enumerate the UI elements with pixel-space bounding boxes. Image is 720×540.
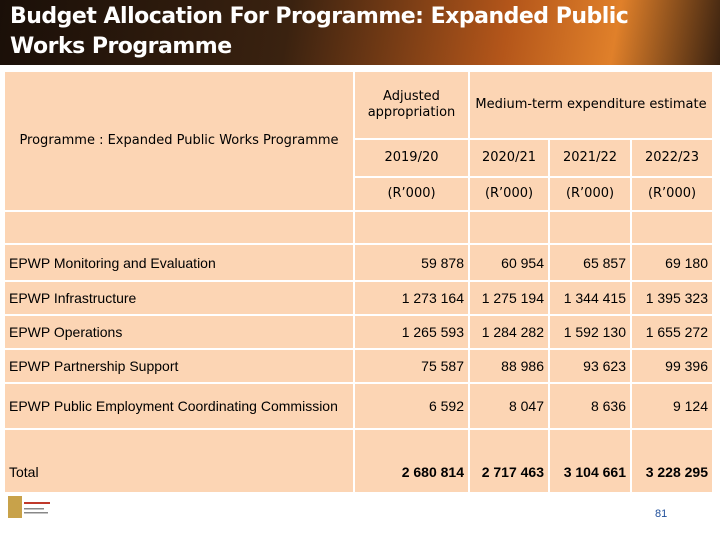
unit-header: (R’000)	[550, 178, 630, 210]
title-bar: Budget Allocation For Programme: Expande…	[0, 0, 720, 65]
value-cell: 75 587	[355, 350, 468, 382]
value-cell: 8 636	[550, 384, 630, 428]
value-cell: 1 655 272	[632, 316, 712, 348]
unit-header: (R’000)	[632, 178, 712, 210]
value-cell: 60 954	[470, 245, 548, 280]
year-header: 2021/22	[550, 140, 630, 176]
year-header: 2022/23	[632, 140, 712, 176]
logo	[8, 496, 50, 518]
stub-header: Programme : Expanded Public Works Progra…	[5, 72, 353, 210]
value-cell: 1 395 323	[632, 282, 712, 314]
unit-header: (R’000)	[470, 178, 548, 210]
value-cell: 3 228 295	[632, 430, 712, 492]
value-cell: 69 180	[632, 245, 712, 280]
spacer	[632, 212, 712, 243]
value-cell: 65 857	[550, 245, 630, 280]
slide-title: Budget Allocation For Programme: Expande…	[10, 4, 629, 59]
row-label: EPWP Monitoring and Evaluation	[5, 245, 353, 280]
unit-header: (R’000)	[355, 178, 468, 210]
value-cell: 59 878	[355, 245, 468, 280]
spacer	[355, 212, 468, 243]
value-cell: 6 592	[355, 384, 468, 428]
value-cell: 1 273 164	[355, 282, 468, 314]
value-cell: 88 986	[470, 350, 548, 382]
row-label: EPWP Public Employment Coordinating Comm…	[5, 384, 353, 428]
page-number: 81	[655, 508, 668, 520]
value-cell: 3 104 661	[550, 430, 630, 492]
value-cell: 2 717 463	[470, 430, 548, 492]
value-cell: 1 265 593	[355, 316, 468, 348]
row-label: EPWP Infrastructure	[5, 282, 353, 314]
value-cell: 8 047	[470, 384, 548, 428]
year-header: 2020/21	[470, 140, 548, 176]
group-header: Adjusted appropriation	[355, 72, 468, 138]
year-header: 2019/20	[355, 140, 468, 176]
spacer	[550, 212, 630, 243]
value-cell: 1 592 130	[550, 316, 630, 348]
value-cell: 99 396	[632, 350, 712, 382]
row-label: EPWP Operations	[5, 316, 353, 348]
value-cell: 2 680 814	[355, 430, 468, 492]
spacer	[5, 212, 353, 243]
value-cell: 9 124	[632, 384, 712, 428]
value-cell: 1 275 194	[470, 282, 548, 314]
group-header: Medium-term expenditure estimate	[470, 72, 712, 138]
row-label: Total	[5, 430, 353, 492]
value-cell: 93 623	[550, 350, 630, 382]
value-cell: 1 344 415	[550, 282, 630, 314]
row-label: EPWP Partnership Support	[5, 350, 353, 382]
value-cell: 1 284 282	[470, 316, 548, 348]
spacer	[470, 212, 548, 243]
